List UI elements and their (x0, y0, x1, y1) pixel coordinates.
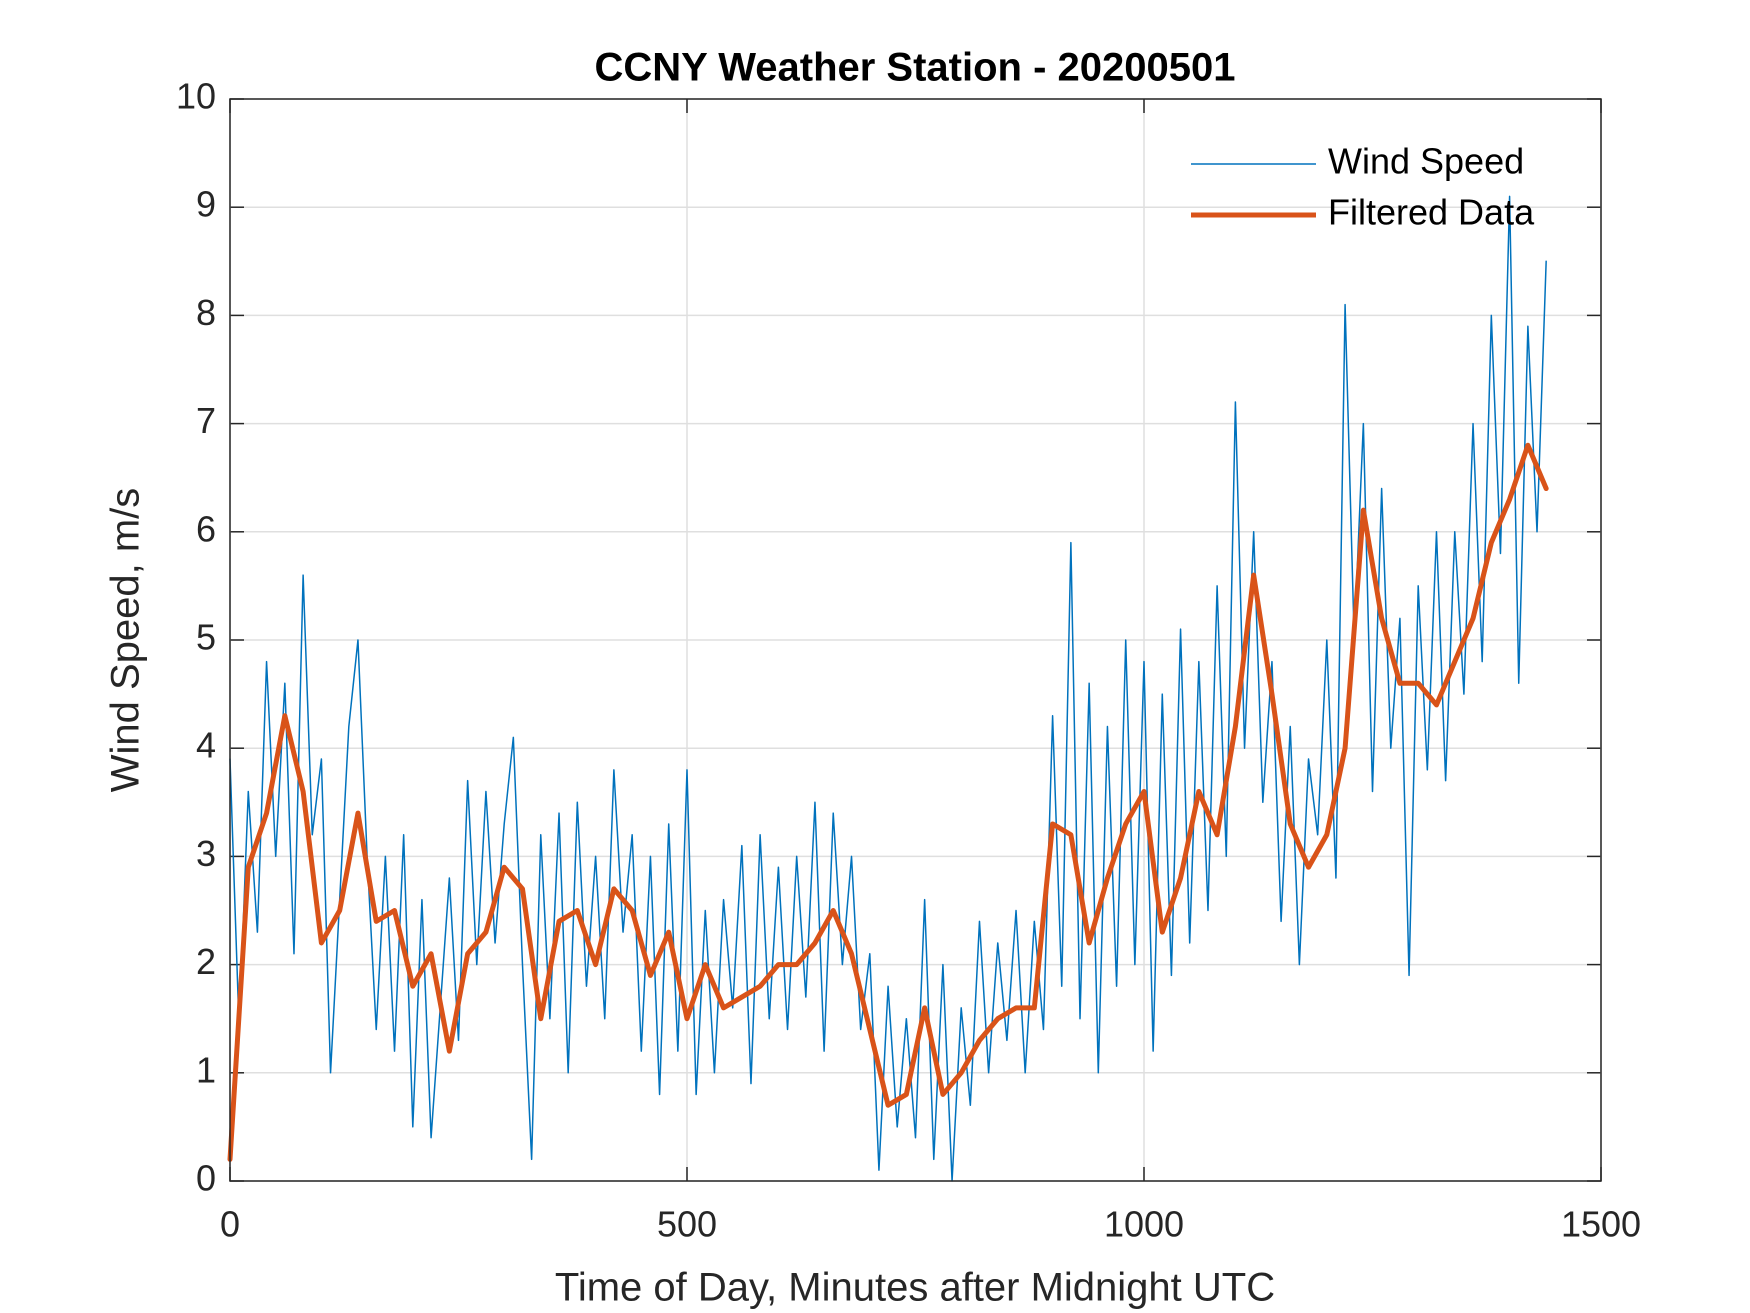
data-line (227, 442, 1549, 1162)
legend-label: Filtered Data (1328, 192, 1535, 233)
chart-title: CCNY Weather Station - 20200501 (595, 46, 1236, 90)
y-tick-label: 7 (196, 400, 216, 441)
legend-label: Wind Speed (1328, 141, 1524, 182)
plot-frame (229, 98, 1602, 1182)
data-line (229, 195, 1547, 1182)
y-tick-label: 4 (196, 725, 216, 766)
y-tick-label: 3 (196, 833, 216, 874)
y-tick-label: 5 (196, 617, 216, 658)
x-tick-label: 500 (657, 1204, 717, 1245)
x-tick-label: 1000 (1104, 1204, 1184, 1245)
y-tick-label: 2 (196, 941, 216, 982)
y-tick-label: 9 (196, 184, 216, 225)
x-tick-label: 1500 (1561, 1204, 1641, 1245)
y-tick-label: 6 (196, 508, 216, 549)
y-axis-label: Wind Speed, m/s (104, 488, 148, 793)
y-tick-label: 0 (196, 1158, 216, 1199)
x-axis-label: Time of Day, Minutes after Midnight UTC (555, 1266, 1275, 1310)
y-tick-label: 10 (176, 76, 216, 117)
x-tick-label: 0 (220, 1204, 240, 1245)
y-tick-label: 1 (196, 1049, 216, 1090)
y-tick-label: 8 (196, 292, 216, 333)
